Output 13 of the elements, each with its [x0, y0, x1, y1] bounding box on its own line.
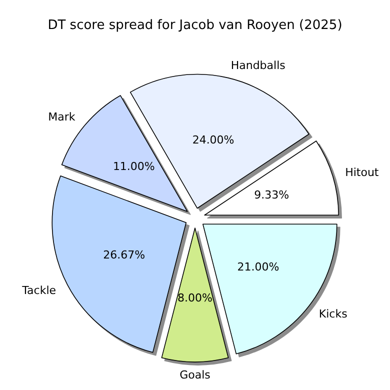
- data-label: 11.00%: [112, 160, 155, 173]
- slice-label: Kicks: [318, 308, 348, 321]
- slice-label: Handballs: [230, 58, 286, 72]
- data-label: 8.00%: [178, 292, 212, 304]
- chart-title: DT score spread for Jacob van Rooyen (2025): [48, 18, 342, 33]
- data-label: 21.00%: [237, 260, 280, 274]
- data-label: 9.33%: [254, 188, 290, 202]
- data-label: 26.67%: [103, 248, 146, 262]
- slice-label: Hitout: [345, 166, 380, 180]
- data-label: 24.00%: [192, 134, 234, 147]
- slice-label: Goals: [180, 368, 211, 382]
- slice-label: Mark: [48, 110, 76, 124]
- slice-label: Tackle: [21, 284, 56, 298]
